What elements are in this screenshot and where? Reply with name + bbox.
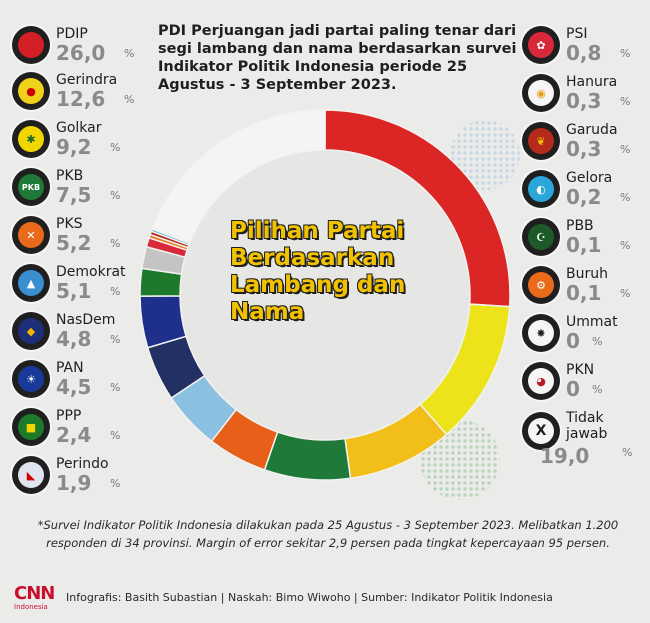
party-name: Gelora [566, 170, 613, 186]
party-name: PAN [56, 360, 84, 376]
pkb-logo-icon: PKB [12, 168, 50, 206]
party-name: PSI [566, 26, 588, 42]
party-name: Hanura [566, 74, 618, 90]
slice-tidak-jawab [152, 109, 326, 243]
garuda-logo-icon: ❦ [522, 122, 560, 160]
party-value: 0,3 [566, 137, 602, 161]
party-value: 5,1 [56, 279, 92, 303]
percent-sign: % [592, 383, 603, 396]
demokrat-logo-icon: ▲ [12, 264, 50, 302]
party-name-line1: Tidak [566, 410, 604, 426]
hanura-logo-icon: ◉ [522, 74, 560, 112]
percent-sign: % [620, 191, 631, 204]
percent-sign: % [620, 47, 631, 60]
percent-sign: % [110, 141, 121, 154]
percent-sign: % [110, 429, 121, 442]
percent-sign: % [124, 47, 135, 60]
party-name-line2: jawab [566, 426, 608, 442]
percent-sign: % [620, 143, 631, 156]
party-value: 19,0 [540, 444, 590, 468]
pbb-logo-icon: ☪ [522, 218, 560, 256]
gelora-logo-icon: ◐ [522, 170, 560, 208]
party-value: 12,6 [56, 87, 106, 111]
percent-sign: % [620, 287, 631, 300]
party-value: 5,2 [56, 231, 92, 255]
party-value: 0,1 [566, 281, 602, 305]
brand-mark: CNN [14, 583, 55, 604]
party-value: 0,8 [566, 41, 602, 65]
party-name: Ummat [566, 314, 618, 330]
party-value: 4,5 [56, 375, 92, 399]
party-name: Buruh [566, 266, 608, 282]
psi-logo-icon: ✿ [522, 26, 560, 64]
party-name: Perindo [56, 456, 109, 472]
party-name: PKB [56, 168, 84, 184]
party-value: 2,4 [56, 423, 92, 447]
slice-pkb [263, 431, 352, 481]
brand-sub: Indonesia [14, 603, 48, 611]
party-name: PBB [566, 218, 594, 234]
percent-sign: % [620, 239, 631, 252]
party-name: Garuda [566, 122, 618, 138]
buruh-logo-icon: ⚙ [522, 266, 560, 304]
footer: CNN Indonesia Infografis: Basith Subasti… [0, 575, 650, 623]
percent-sign: % [110, 333, 121, 346]
percent-sign: % [620, 95, 631, 108]
tidak-jawab-icon: X [522, 412, 560, 450]
cnn-indonesia-logo: CNN Indonesia [14, 585, 58, 615]
ummat-logo-icon: ✸ [522, 314, 560, 352]
percent-sign: % [110, 477, 121, 490]
golkar-logo-icon: ✱ [12, 120, 50, 158]
party-value: 0 [566, 377, 580, 401]
ppp-logo-icon: ■ [12, 408, 50, 446]
party-name: Golkar [56, 120, 102, 136]
pkn-logo-icon: ◕ [522, 362, 560, 400]
party-name: NasDem [56, 312, 116, 328]
party-name: PPP [56, 408, 82, 424]
percent-sign: % [622, 446, 633, 459]
percent-sign: % [592, 335, 603, 348]
party-name: PKN [566, 362, 595, 378]
percent-sign: % [110, 285, 121, 298]
footnote: *Survei Indikator Politik Indonesia dila… [37, 518, 619, 550]
perindo-logo-icon: ◣ [12, 456, 50, 494]
percent-sign: % [110, 189, 121, 202]
center-label: Pilihan Partai Berdasarkan Lambang dan N… [230, 218, 406, 325]
nasdem-logo-icon: ◆ [12, 312, 50, 350]
pdip-logo-icon [12, 26, 50, 64]
chart-title: PDI Perjuangan jadi partai paling tenar … [158, 23, 517, 93]
party-value: 26,0 [56, 41, 106, 65]
party-value: 0,1 [566, 233, 602, 257]
party-name: Demokrat [56, 264, 126, 280]
percent-sign: % [110, 381, 121, 394]
credits: Infografis: Basith Subastian | Naskah: B… [66, 591, 553, 604]
gerindra-logo-icon: ● [12, 72, 50, 110]
party-name: Gerindra [56, 72, 118, 88]
pan-logo-icon: ☀ [12, 360, 50, 398]
party-value: 0 [566, 329, 580, 353]
percent-sign: % [124, 93, 135, 106]
party-name: PDIP [56, 26, 88, 42]
party-value: 0,2 [566, 185, 602, 209]
pks-logo-icon: ✕ [12, 216, 50, 254]
party-value: 9,2 [56, 135, 92, 159]
party-value: 4,8 [56, 327, 92, 351]
party-value: 7,5 [56, 183, 92, 207]
donut-hole [180, 150, 470, 440]
party-value: 1,9 [56, 471, 92, 495]
party-name: PKS [56, 216, 83, 232]
percent-sign: % [110, 237, 121, 250]
party-value: 0,3 [566, 89, 602, 113]
